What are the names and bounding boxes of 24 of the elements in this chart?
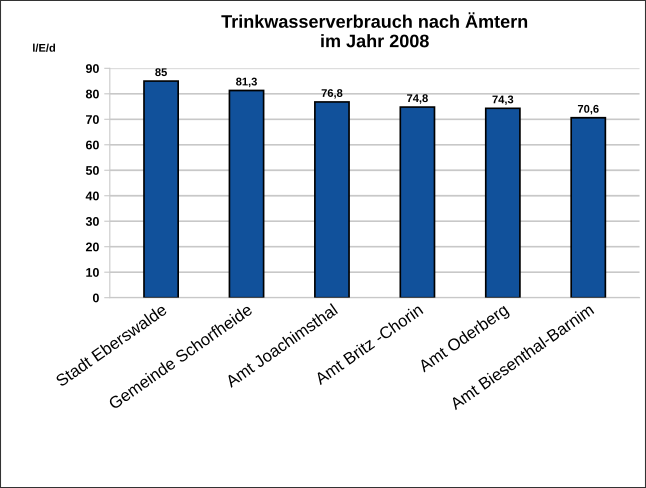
y-tick-label: 30 [86,217,99,226]
y-tick-label: 50 [86,166,99,175]
data-label: 74,3 [492,95,514,105]
bar [484,107,521,298]
bar [314,101,350,298]
y-tick-label: 90 [86,64,99,73]
y-tick-label: 80 [86,90,99,98]
y-tick-label: 20 [86,242,99,252]
bar [143,80,180,298]
y-axis-title: l/E/d [33,44,56,52]
y-tick-label: 70 [86,115,99,124]
y-tick-label: 40 [86,192,99,200]
data-label: 85 [155,68,167,76]
data-label: 70,6 [578,104,599,114]
bar [399,106,436,298]
bar [228,90,264,298]
y-tick-label: 10 [86,268,99,277]
y-tick-label: 0 [92,293,99,302]
bar [570,116,606,298]
data-label: 74,8 [407,94,428,104]
data-label: 76,8 [322,89,342,99]
data-label: 81,3 [236,78,257,88]
y-tick-label: 60 [86,140,99,150]
chart-title: Trinkwasserverbrauch nach Ämtern im Jahr 2008 [221,12,528,48]
